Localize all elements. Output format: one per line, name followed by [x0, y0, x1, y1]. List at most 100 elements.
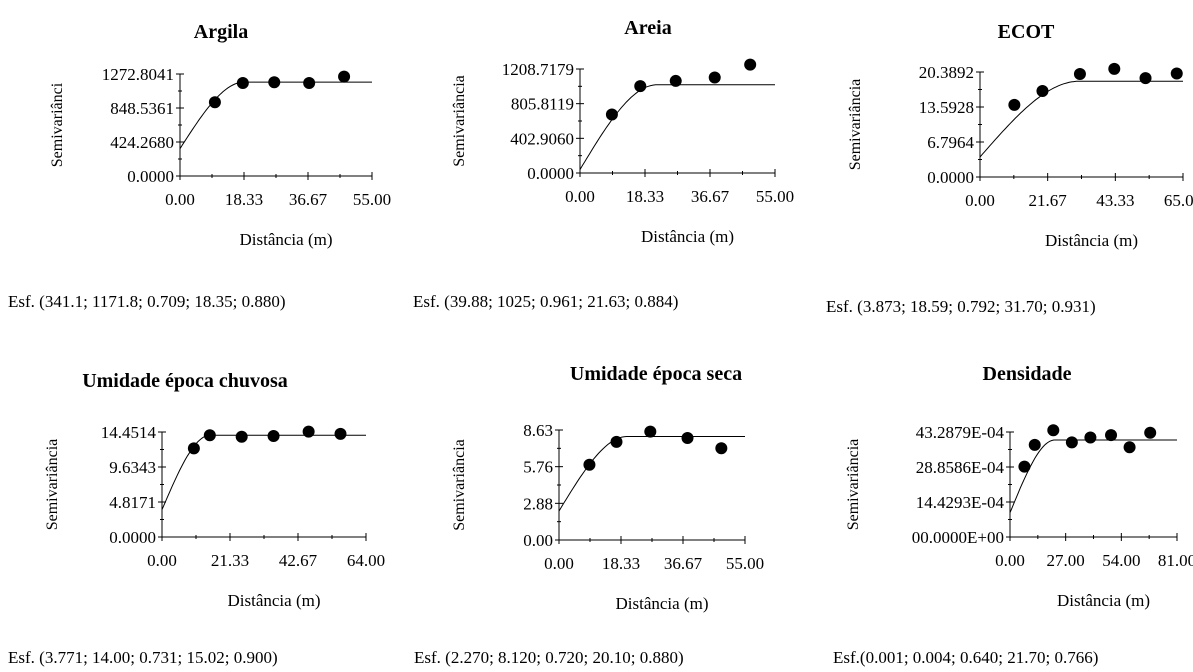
x-tick-label: 21.33 [211, 551, 249, 570]
semivariance-point-6 [1170, 67, 1183, 80]
y-tick-label: 1272.8041 [102, 65, 174, 84]
chart-title: Areia [624, 17, 671, 39]
x-tick-label: 0.00 [147, 551, 177, 570]
semivariance-point-4 [1108, 62, 1121, 75]
y-tick-label: 0.00 [523, 531, 553, 550]
semivariogram-panel-5: Umidade época seca 0.00 2.88 5.76 8.63 0.00 18… [414, 363, 764, 667]
spherical-model-line [179, 81, 372, 149]
semivariance-point-2 [236, 77, 249, 90]
semivariance-point-2 [203, 429, 216, 442]
y-tick-label: 424.2680 [110, 133, 174, 152]
x-tick-label: 0.00 [565, 187, 595, 206]
x-axis-label: Distância (m) [228, 591, 321, 610]
y-axis-label: Semivariância [44, 439, 61, 531]
y-tick-label: 0.0000 [927, 168, 974, 187]
y-tick-label: 1208.7179 [502, 60, 574, 79]
chart-title: Umidade época chuvosa [82, 370, 288, 392]
chart-title: Densidade [983, 363, 1072, 385]
y-tick-label: 4.8171 [109, 493, 156, 512]
semivariance-point-1 [583, 458, 596, 471]
y-tick-label: 6.7964 [927, 133, 974, 152]
y-tick-label: 805.8119 [511, 95, 574, 114]
y-tick-label: 28.8586E-04 [916, 458, 1005, 477]
y-axis-label: Semivariância [451, 439, 468, 531]
y-tick-label: 13.5928 [919, 98, 974, 117]
semivariance-point-1 [605, 108, 618, 121]
chart-title: Umidade época seca [570, 363, 742, 385]
semivariance-point-3 [235, 430, 248, 443]
spherical-model-line [1009, 439, 1177, 513]
y-tick-label: 0.0000 [527, 164, 574, 183]
semivariance-point-3 [268, 76, 281, 89]
model-parameters: Esf. (3.873; 18.59; 0.792; 31.70; 0.931) [826, 297, 1096, 316]
x-tick-label: 18.33 [626, 187, 664, 206]
x-tick-label: 55.00 [756, 187, 794, 206]
semivariance-point-8 [1144, 426, 1157, 439]
semivariance-point-5 [744, 58, 757, 71]
y-tick-label: 14.4514 [101, 423, 157, 442]
semivariance-point-6 [334, 427, 347, 440]
y-tick-label: 848.5361 [110, 99, 174, 118]
semivariance-point-6 [1105, 429, 1118, 442]
semivariance-point-3 [1047, 424, 1060, 437]
semivariogram-panel-6: Densidade 00.0000E+00 14.4293E-04 28.8586E-… [833, 363, 1193, 667]
semivariogram-panel-4: Umidade época chuvosa 0.0000 4.8171 9.6343 1… [8, 370, 385, 667]
x-axis-label: Distância (m) [1057, 591, 1150, 610]
semivariance-point-1 [1018, 460, 1031, 473]
semivariance-point-5 [302, 425, 315, 438]
spherical-model-line [579, 84, 775, 170]
y-tick-label: 14.4293E-04 [916, 493, 1005, 512]
x-tick-label: 42.67 [279, 551, 318, 570]
semivariance-point-4 [681, 432, 694, 445]
x-tick-label: 18.33 [602, 554, 640, 573]
semivariance-point-3 [669, 74, 682, 87]
x-tick-label: 18.33 [225, 190, 263, 209]
model-parameters: Esf. (3.771; 14.00; 0.731; 15.02; 0.900) [8, 648, 278, 667]
x-tick-label: 0.00 [995, 551, 1025, 570]
chart-title: Argila [194, 21, 248, 43]
semivariance-point-3 [1073, 68, 1086, 81]
y-axis-label: Semivariância [451, 75, 468, 167]
semivariogram-panel-3: ECOT 0.0000 6.7964 13.5928 20.3892 0.00 21.67 4… [826, 21, 1193, 316]
x-tick-label: 81.00 [1158, 551, 1193, 570]
semivariance-point-7 [1123, 441, 1136, 454]
x-tick-label: 21.67 [1029, 191, 1068, 210]
semivariance-point-1 [1008, 98, 1021, 111]
x-tick-label: 36.67 [664, 554, 703, 573]
y-tick-label: 20.3892 [919, 63, 974, 82]
semivariance-point-4 [708, 71, 721, 84]
y-tick-label: 8.63 [523, 421, 553, 440]
x-tick-label: 36.67 [289, 190, 328, 209]
x-tick-label: 0.00 [165, 190, 195, 209]
y-tick-label: 0.0000 [127, 167, 174, 186]
y-axis-label: Semivariância [847, 79, 864, 171]
x-axis-label: Distância (m) [240, 230, 333, 249]
x-tick-label: 65.00 [1164, 191, 1193, 210]
spherical-model-line [979, 80, 1183, 158]
semivariogram-panel-1: Argila 0.0000 424.2680 848.5361 1272.8041 0.0… [8, 21, 391, 311]
semivariance-point-4 [267, 430, 280, 443]
x-tick-label: 64.00 [347, 551, 385, 570]
semivariance-point-2 [634, 80, 647, 93]
semivariance-point-2 [1028, 438, 1041, 451]
x-tick-label: 27.00 [1047, 551, 1085, 570]
y-tick-label: 00.0000E+00 [912, 528, 1004, 547]
y-tick-label: 9.6343 [109, 458, 156, 477]
x-axis-label: Distância (m) [1045, 231, 1138, 250]
semivariance-point-3 [644, 425, 657, 438]
model-parameters: Esf.(0.001; 0.004; 0.640; 21.70; 0.766) [833, 648, 1098, 667]
chart-title: ECOT [998, 21, 1055, 43]
y-tick-label: 2.88 [523, 494, 553, 513]
x-tick-label: 54.00 [1102, 551, 1140, 570]
semivariogram-panel-2: Areia 0.0000 402.9060 805.8119 1208.7179 0.00… [413, 17, 794, 311]
semivariance-point-5 [715, 442, 728, 455]
semivariance-point-5 [1084, 431, 1097, 444]
semivariance-point-1 [187, 442, 200, 455]
y-tick-label: 43.2879E-04 [916, 423, 1005, 442]
y-tick-label: 402.9060 [510, 129, 574, 148]
model-parameters: Esf. (2.270; 8.120; 0.720; 20.10; 0.880) [414, 648, 684, 667]
x-axis-label: Distância (m) [616, 594, 709, 613]
y-axis-label: Semivariância [845, 439, 862, 531]
semivariance-point-2 [610, 435, 623, 448]
